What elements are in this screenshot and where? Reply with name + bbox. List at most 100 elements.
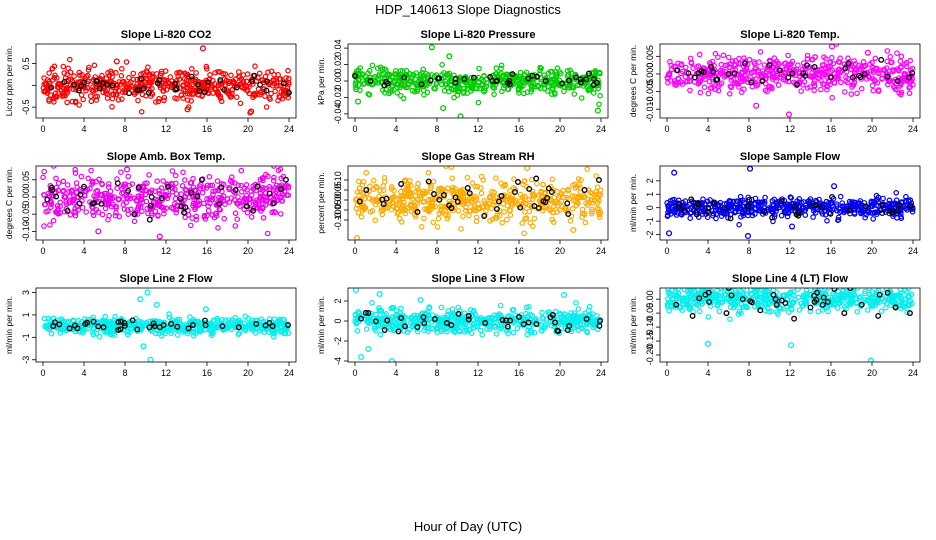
outlier-point xyxy=(594,107,601,114)
point xyxy=(93,97,100,103)
y-tick-label: 0.00 xyxy=(21,188,31,206)
point xyxy=(402,210,409,217)
black-point xyxy=(555,328,562,335)
point xyxy=(516,90,522,96)
point xyxy=(41,88,47,95)
black-point xyxy=(218,184,225,191)
point xyxy=(482,85,488,92)
black-point xyxy=(533,175,540,182)
point xyxy=(74,184,81,191)
panel-ylabel: percent per min. xyxy=(316,172,326,233)
point xyxy=(824,63,831,70)
point xyxy=(46,98,53,104)
point xyxy=(93,318,100,325)
point xyxy=(96,333,103,340)
point xyxy=(668,62,675,69)
y-axis: -0.10-0.050.000.050.10 xyxy=(333,171,348,230)
point xyxy=(382,90,388,96)
y-axis: -0.10-0.050.000.05 xyxy=(21,171,36,242)
point xyxy=(158,185,165,191)
point xyxy=(64,71,71,78)
black-point xyxy=(147,202,154,209)
point xyxy=(183,187,190,194)
x-tick-label: 8 xyxy=(122,124,127,134)
point xyxy=(242,313,249,320)
point xyxy=(521,230,528,237)
point xyxy=(285,75,292,82)
point xyxy=(254,197,260,203)
point xyxy=(796,307,803,313)
x-tick-label: 12 xyxy=(785,124,795,134)
point xyxy=(485,200,492,207)
x-tick-label: 16 xyxy=(514,368,524,378)
point xyxy=(252,63,258,69)
point xyxy=(677,211,684,218)
black-point xyxy=(506,81,513,88)
point xyxy=(496,212,503,219)
black-point xyxy=(498,193,505,199)
point xyxy=(402,177,409,183)
point xyxy=(99,72,105,79)
black-point xyxy=(791,203,798,210)
point xyxy=(377,64,384,71)
outlier-point xyxy=(561,291,568,299)
point xyxy=(521,194,528,200)
black-point xyxy=(136,86,143,93)
point xyxy=(272,328,279,335)
point xyxy=(394,90,401,96)
black-point xyxy=(695,200,702,207)
point xyxy=(455,88,462,95)
point xyxy=(787,61,793,68)
point xyxy=(193,70,199,76)
point xyxy=(561,311,568,317)
point xyxy=(122,181,129,188)
black-point xyxy=(504,323,511,330)
point xyxy=(425,72,432,78)
point xyxy=(461,310,468,317)
point xyxy=(161,94,168,101)
point xyxy=(203,63,210,70)
point xyxy=(552,80,559,87)
point xyxy=(531,193,538,199)
outlier-point xyxy=(753,102,760,109)
black-point xyxy=(280,80,287,87)
x-tick-label: 20 xyxy=(555,368,565,378)
outlier-point xyxy=(524,166,531,172)
point xyxy=(720,52,727,59)
point xyxy=(229,174,235,180)
point xyxy=(182,70,188,77)
point xyxy=(578,95,585,101)
black-point xyxy=(455,310,462,317)
black-point xyxy=(515,179,521,185)
point xyxy=(585,196,592,203)
panel-title: Slope Sample Flow xyxy=(740,151,841,163)
point xyxy=(687,55,694,62)
point xyxy=(889,59,895,66)
point xyxy=(153,196,159,203)
point xyxy=(136,326,143,333)
point xyxy=(475,99,482,106)
point xyxy=(46,326,53,333)
point xyxy=(752,205,759,212)
black-point xyxy=(264,78,271,85)
point xyxy=(762,87,769,94)
point xyxy=(778,212,785,219)
point xyxy=(41,223,47,229)
black-point xyxy=(745,203,751,210)
point xyxy=(110,330,116,337)
point xyxy=(176,76,183,82)
point xyxy=(449,306,456,312)
panel-ylabel: kPa per min. xyxy=(316,57,326,105)
point xyxy=(128,206,134,213)
black-point xyxy=(721,204,728,211)
black-point xyxy=(148,194,155,200)
point xyxy=(521,178,528,185)
point xyxy=(754,81,761,88)
point xyxy=(227,79,234,85)
point xyxy=(72,99,79,106)
point xyxy=(851,67,858,73)
point xyxy=(845,55,851,62)
point xyxy=(227,94,234,100)
point xyxy=(258,316,265,323)
point xyxy=(354,327,361,334)
